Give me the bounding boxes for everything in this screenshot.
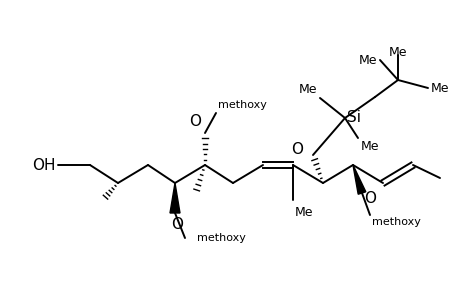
Text: methoxy: methoxy <box>218 100 266 110</box>
Text: Me: Me <box>360 140 379 153</box>
Text: Me: Me <box>298 83 316 96</box>
Text: Me: Me <box>358 53 376 67</box>
Polygon shape <box>352 165 365 194</box>
Text: Me: Me <box>388 46 406 59</box>
Text: methoxy: methoxy <box>196 233 246 243</box>
Text: methoxy: methoxy <box>371 217 420 227</box>
Text: OH: OH <box>33 158 56 172</box>
Text: O: O <box>189 114 201 129</box>
Text: O: O <box>291 142 302 157</box>
Text: O: O <box>171 217 183 232</box>
Text: Si: Si <box>346 110 360 125</box>
Text: O: O <box>363 191 375 206</box>
Polygon shape <box>170 183 179 213</box>
Text: Me: Me <box>294 206 313 219</box>
Text: Me: Me <box>430 82 448 94</box>
